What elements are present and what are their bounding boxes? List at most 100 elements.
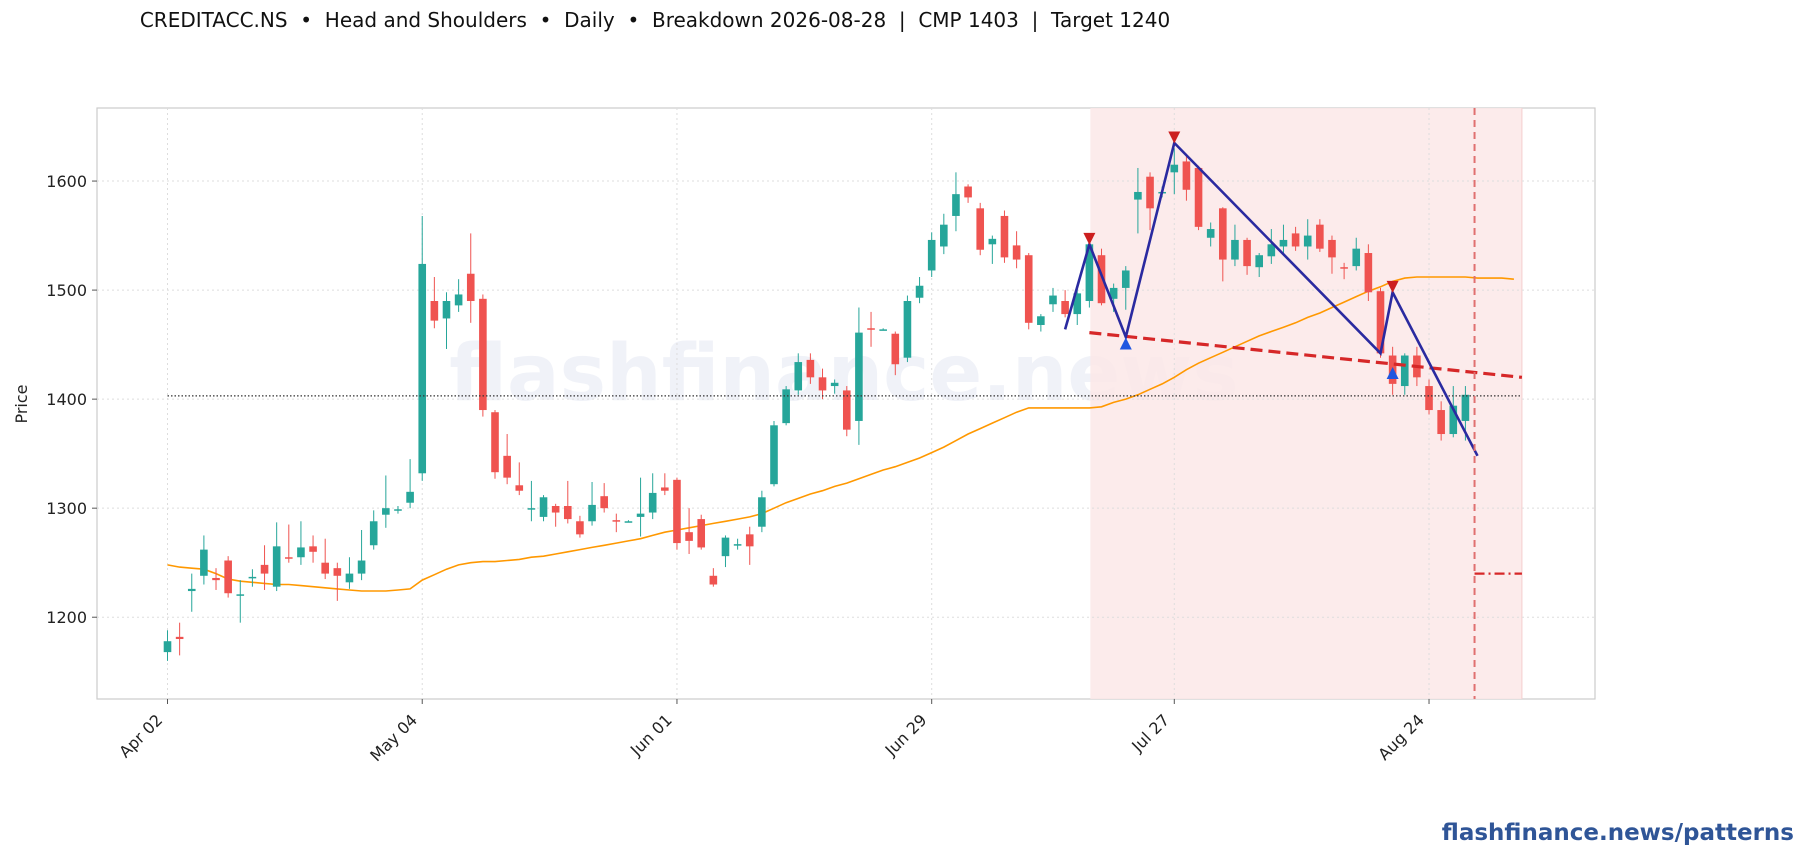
candle-body [309, 546, 317, 552]
candle-body [1182, 161, 1191, 190]
candle [1437, 401, 1445, 441]
candle [1352, 237, 1361, 271]
candle [685, 508, 693, 554]
candle-body [636, 513, 645, 517]
candle [673, 477, 681, 550]
candle-body [576, 521, 584, 535]
candle [891, 331, 900, 376]
candle [600, 483, 608, 513]
candle [1376, 287, 1385, 358]
candle-body [758, 497, 766, 527]
candle [1194, 165, 1203, 231]
candle-body [1328, 239, 1336, 258]
candle-body [333, 568, 342, 576]
candle [1279, 224, 1288, 256]
candle-body [236, 594, 245, 596]
candle [1328, 235, 1336, 274]
candle [1316, 219, 1324, 252]
footer-link[interactable]: flashfinance.news/patterns [1441, 820, 1794, 846]
candle [1121, 266, 1130, 310]
candle [648, 473, 657, 520]
candle [988, 235, 997, 264]
candle-body [915, 285, 924, 298]
candle [1255, 253, 1263, 278]
candle [563, 480, 572, 524]
candle-body [272, 546, 281, 587]
candle [842, 386, 851, 437]
candle-body [285, 557, 293, 559]
candle-body [200, 549, 208, 576]
candle [709, 568, 718, 587]
candle [333, 562, 342, 601]
candle-body [988, 238, 997, 245]
candle-body [539, 497, 548, 517]
candle-body [927, 239, 936, 271]
candle [357, 529, 366, 581]
candle-body [297, 547, 305, 558]
candle [454, 279, 463, 312]
candle-body [685, 532, 693, 541]
candle [1291, 226, 1300, 251]
candle [1267, 229, 1276, 264]
candle [830, 379, 839, 394]
candle-body [782, 389, 790, 424]
candle [175, 622, 184, 656]
candle-body [903, 301, 912, 358]
candle-body [806, 359, 815, 378]
candle-body [357, 560, 366, 574]
candle [382, 475, 390, 528]
candle-body [1170, 164, 1179, 173]
candle-body [964, 186, 972, 198]
candle-body [163, 641, 172, 653]
x-tick-label: Jun 01 [626, 710, 676, 760]
candle-body [321, 562, 329, 574]
candle [1061, 290, 1069, 318]
candle [272, 522, 281, 592]
y-tick-label: 1600 [46, 172, 87, 191]
candle-body [1449, 405, 1458, 435]
candle [297, 521, 305, 565]
candle [369, 510, 378, 550]
candle-body [842, 390, 851, 430]
candle [539, 495, 548, 522]
candle-body [551, 505, 560, 513]
candle-body [855, 332, 863, 421]
peak-marker [1386, 280, 1399, 293]
candle [394, 505, 402, 514]
pattern-zone [1090, 108, 1522, 699]
candle [661, 473, 669, 496]
candle [806, 353, 815, 384]
candle-body [661, 487, 669, 491]
candle [612, 513, 621, 533]
candle-body [818, 377, 827, 391]
candle-body [770, 425, 778, 485]
candle [187, 573, 196, 612]
candle-body [1037, 316, 1045, 325]
candle [1231, 224, 1239, 267]
x-tick-label: Jun 29 [881, 710, 931, 760]
candle [200, 535, 208, 585]
plot-area [96, 107, 1596, 700]
candle-body [648, 492, 657, 513]
candle [248, 569, 257, 587]
candle-body [406, 491, 414, 503]
candle [1000, 210, 1009, 263]
candle [1012, 231, 1021, 269]
candle [818, 368, 827, 400]
y-tick-label: 1300 [46, 499, 87, 518]
candle [721, 535, 730, 568]
chart-title: CREDITACC.NS • Head and Shoulders • Dail… [139, 8, 1171, 32]
candle [867, 311, 875, 347]
candle-body [187, 588, 196, 592]
candle [940, 213, 948, 255]
candle-body [345, 573, 354, 583]
trough-marker [1386, 366, 1399, 379]
candle [903, 295, 912, 363]
candle [1049, 287, 1057, 312]
candle-body [697, 519, 706, 548]
candle-body [1146, 176, 1154, 209]
candle [697, 514, 706, 550]
candle-body [1400, 355, 1409, 387]
candle [236, 580, 245, 623]
candle-body [794, 362, 803, 391]
